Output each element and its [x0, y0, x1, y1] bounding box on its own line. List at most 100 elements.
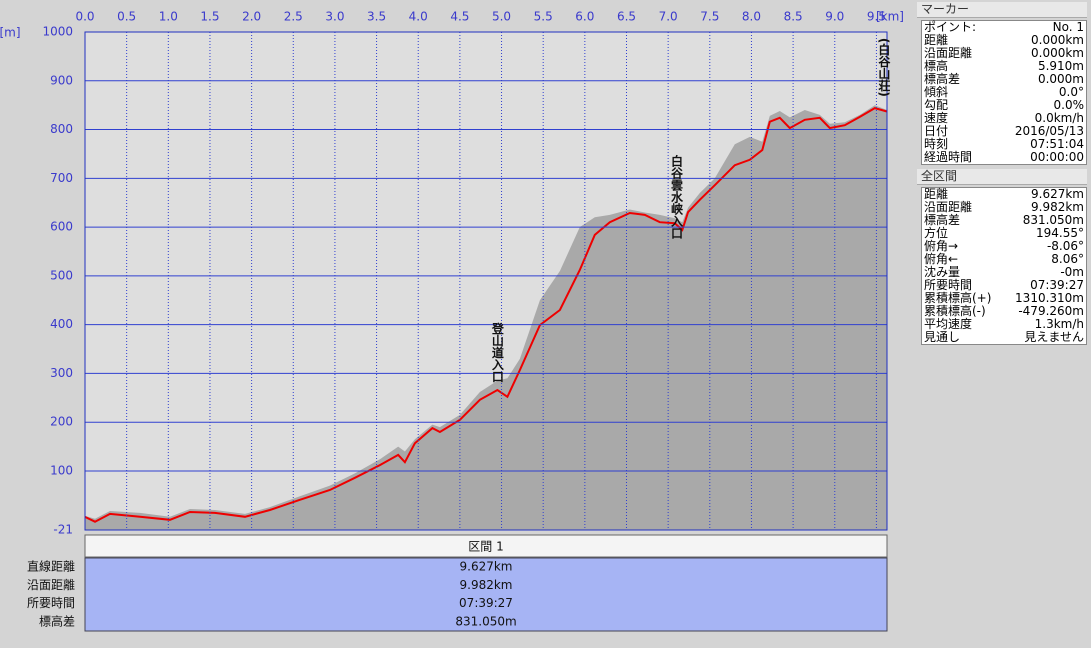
x-tick-label: 8.5 — [784, 10, 803, 24]
panel-row: 俯角→ -8.06° — [922, 240, 1087, 253]
track-line — [84, 107, 888, 523]
panel-row: 方位 194.55° — [922, 227, 1087, 240]
terrain-area — [85, 105, 887, 530]
panel-value: 8.06° — [1051, 252, 1084, 266]
panel-label: 標高差 — [924, 213, 961, 227]
panel-label: ポイント: — [924, 20, 977, 34]
panel-row: 日付 2016/05/13 — [922, 125, 1087, 138]
y-tick-label: 500 — [50, 268, 73, 282]
x-tick-label: 7.0 — [659, 10, 678, 24]
x-tick-label: 5.5 — [534, 10, 553, 24]
y-tick-label: 300 — [50, 366, 73, 380]
panel-row: 平均速度 1.3km/h — [922, 318, 1087, 331]
panel-row: 経過時間 00:00:00 — [922, 151, 1087, 165]
panel-value: 1.3km/h — [1034, 317, 1084, 331]
panel-value: 194.55° — [1036, 226, 1084, 240]
panel-row: 累積標高(+) 1310.310m — [922, 292, 1087, 305]
y-tick-label: 200 — [50, 415, 73, 429]
panel-label: 平均速度 — [924, 317, 973, 331]
panel-label: 方位 — [924, 226, 949, 240]
y-tick-label: 1000 — [42, 25, 73, 39]
panel-label: 標高差 — [924, 72, 961, 86]
panel-row: 速度 0.0km/h — [922, 112, 1087, 125]
panel-value: 1310.310m — [1015, 291, 1084, 305]
panel-value: 2016/05/13 — [1014, 124, 1084, 138]
y-unit: [m] — [0, 26, 21, 40]
panel-label: 沿面距離 — [924, 200, 973, 214]
table-header-bg — [84, 534, 888, 558]
x-tick-label: 3.5 — [367, 10, 386, 24]
marker-table: ポイント: No. 1 距離 0.000km 沿面距離 0.000km 標高 5.910m 標高… — [921, 20, 1087, 165]
panel-label: 傾斜 — [924, 85, 949, 99]
panel-value: 見えません — [1024, 330, 1084, 344]
x-tick-label: 6.0 — [575, 10, 594, 24]
panel-label: 所要時間 — [924, 278, 973, 292]
annotation: 白谷雲水峡入口 — [669, 153, 683, 239]
panel-value: 0.0° — [1058, 85, 1084, 99]
row-value: 9.982km — [460, 578, 513, 592]
panel-label: 俯角→ — [924, 239, 959, 253]
panel-label: 沿面距離 — [924, 46, 973, 60]
annotation: (白谷山荘) — [877, 38, 891, 97]
panel-row: ポイント: No. 1 — [922, 21, 1087, 35]
panel-row: 沈み量 -0m — [922, 266, 1087, 279]
x-tick-label: 1.0 — [159, 10, 178, 24]
plot-border — [84, 31, 888, 531]
x-tick-label: 9.5 — [867, 10, 886, 24]
total-table: 距離 9.627km 沿面距離 9.982km 標高差 831.050m 方位 194.55°… — [921, 187, 1087, 345]
row-value: 07:39:27 — [459, 596, 513, 610]
panel-value: 00:00:00 — [1030, 150, 1084, 164]
y-tick-label: 800 — [50, 122, 73, 136]
panel-row: 距離 0.000km — [922, 34, 1087, 47]
panel-row: 累積標高(-) -479.260m — [922, 305, 1087, 318]
panel-row: 沿面距離 0.000km — [922, 47, 1087, 60]
y-tick-label: -21 — [53, 523, 73, 537]
x-tick-label: 2.0 — [242, 10, 261, 24]
x-tick-label: 0.5 — [117, 10, 136, 24]
x-tick-label: 4.5 — [450, 10, 469, 24]
panel-title: 全区間 — [917, 169, 1087, 185]
panel-row: 距離 9.627km — [922, 188, 1087, 202]
x-tick-label: 9.0 — [825, 10, 844, 24]
panel-title: マーカー — [917, 2, 1087, 18]
side-panel: マーカー ポイント: No. 1 距離 0.000km 沿面距離 0.000km 標高 5.9… — [917, 0, 1087, 349]
panel-row: 標高差 831.050m — [922, 214, 1087, 227]
x-tick-label: 1.5 — [200, 10, 219, 24]
panel-row: 見通し 見えません — [922, 331, 1087, 345]
panel-row: 時刻 07:51:04 — [922, 138, 1087, 151]
panel-value: 0.000km — [1031, 33, 1084, 47]
x-tick-label: 4.0 — [409, 10, 428, 24]
panel-label: 日付 — [924, 124, 949, 138]
annotation: 登山道入口 — [490, 321, 504, 383]
panel-value: 07:51:04 — [1030, 137, 1084, 151]
panel-label: 俯角← — [924, 252, 959, 266]
panel-label: 勾配 — [924, 98, 949, 112]
x-tick-label: 6.5 — [617, 10, 636, 24]
panel-label: 見通し — [924, 330, 961, 344]
panel-value: 9.627km — [1031, 187, 1084, 201]
table-body-bg — [84, 557, 888, 632]
panel-row: 所要時間 07:39:27 — [922, 279, 1087, 292]
y-tick-label: 600 — [50, 220, 73, 234]
x-tick-label: 2.5 — [284, 10, 303, 24]
y-tick-label: 100 — [50, 463, 73, 477]
row-label: 標高差 — [39, 613, 75, 628]
x-tick-label: 7.5 — [700, 10, 719, 24]
panel-value: 5.910m — [1037, 59, 1084, 73]
panel-label: 沈み量 — [924, 265, 961, 279]
panel-row: 勾配 0.0% — [922, 99, 1087, 112]
panel-row: 傾斜 0.0° — [922, 86, 1087, 99]
panel-label: 距離 — [924, 187, 949, 201]
y-tick-label: 900 — [50, 73, 73, 87]
panel-label: 累積標高(+) — [924, 291, 992, 305]
panel-row: 沿面距離 9.982km — [922, 201, 1087, 214]
panel-value: 831.050m — [1022, 213, 1084, 227]
panel-row: 俯角← 8.06° — [922, 253, 1087, 266]
x-tick-label: 5.0 — [492, 10, 511, 24]
panel-label: 標高 — [924, 59, 949, 73]
row-label: 沿面距離 — [27, 578, 75, 592]
y-tick-label: 400 — [50, 317, 73, 331]
panel-label: 累積標高(-) — [924, 304, 986, 318]
